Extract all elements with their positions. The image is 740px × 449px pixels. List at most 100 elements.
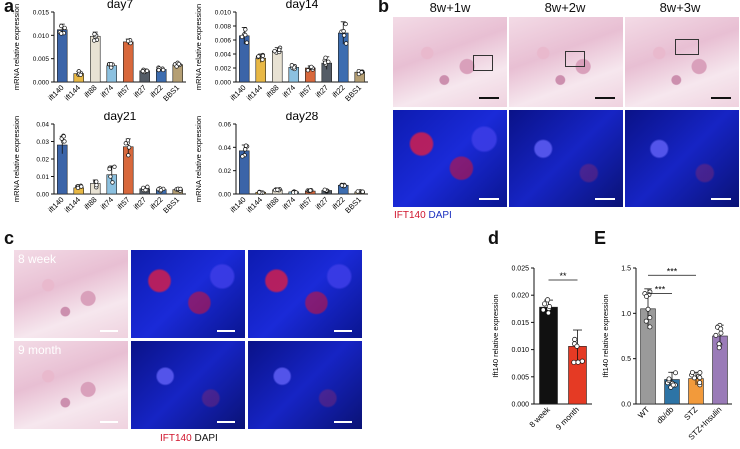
x-tick-label: WT — [636, 405, 651, 420]
x-tick-label: ift74 — [281, 195, 297, 211]
x-tick-label: ift140 — [46, 195, 65, 214]
data-point — [572, 336, 578, 343]
x-tick-label: ift57 — [297, 83, 313, 99]
y-tick-label: 0.005 — [33, 56, 50, 63]
data-point — [360, 189, 365, 194]
data-point — [666, 376, 672, 382]
data-point — [579, 358, 585, 364]
bar-ift57 — [123, 41, 134, 83]
x-tick-label: ift140 — [46, 83, 65, 102]
data-point — [718, 326, 724, 332]
panel-b-legend-red: IFT140 — [394, 210, 426, 221]
y-axis-label: mRNA relative expression — [194, 116, 203, 202]
panel-label-b: b — [378, 0, 389, 16]
significance-label: *** — [667, 266, 678, 276]
data-point — [243, 143, 249, 148]
data-point — [670, 382, 676, 388]
panel-label-a: a — [4, 0, 15, 16]
y-tick-label: 0.015 — [33, 10, 50, 17]
data-point — [546, 304, 552, 310]
data-point — [59, 31, 64, 36]
y-axis-label: Ift140 relative expression — [491, 294, 500, 377]
data-point — [341, 29, 346, 34]
chart-d: Ift140 relative expression 0.000 0.005 0.01… — [491, 266, 592, 432]
x-tick-label: ift57 — [115, 83, 131, 99]
row-label-9month: 9 month — [18, 343, 62, 357]
data-point — [275, 187, 280, 192]
data-point — [125, 38, 131, 44]
y-tick-label: 0.025 — [511, 266, 529, 273]
data-point — [322, 187, 327, 192]
if-image-8w2w — [509, 110, 623, 207]
x-tick-label: BBS1 — [161, 83, 181, 103]
data-point — [178, 186, 183, 192]
x-tick-label: ift88 — [82, 83, 98, 99]
data-point — [123, 141, 128, 146]
y-axis-label: Ift140 relative expression — [601, 294, 610, 377]
y-axis-label: mRNA relative expression — [194, 4, 203, 90]
data-point — [145, 184, 150, 189]
panel-b-title-2: 8w+2w — [544, 0, 586, 15]
bar-ift88 — [272, 50, 283, 83]
data-point — [59, 23, 64, 29]
data-point — [61, 134, 66, 139]
x-tick-label: ift144 — [245, 83, 264, 102]
chart-day21: day21 mRNA relative expression 0.00 0.01 0.0… — [12, 112, 186, 215]
data-point — [108, 62, 114, 67]
chart-day28: day28 mRNA relative expression 0.00 0.02 0.0… — [194, 112, 368, 215]
y-tick-label: 0.0 — [621, 402, 631, 409]
data-point — [144, 68, 150, 73]
data-point — [326, 59, 331, 64]
data-point — [647, 324, 653, 330]
data-point — [62, 25, 67, 31]
panel-b-title-1: 8w+1w — [429, 0, 471, 15]
x-tick-label: ift74 — [99, 83, 115, 99]
y-tick-label: 0.002 — [215, 66, 232, 73]
x-tick-label: ift88 — [82, 195, 98, 211]
y-axis-label: mRNA relative expression — [12, 4, 21, 90]
data-point — [277, 47, 282, 52]
y-tick-label: 0.010 — [511, 347, 529, 354]
y-tick-label: 0.008 — [215, 24, 232, 31]
x-tick-label: ift144 — [63, 83, 82, 102]
data-point — [260, 57, 265, 62]
x-tick-label: BBS1 — [343, 195, 363, 215]
data-point — [343, 41, 349, 46]
he-image-8w1w — [393, 17, 507, 107]
if-image-8w1w — [393, 110, 507, 207]
data-point — [643, 318, 649, 324]
y-tick-label: 0.02 — [36, 157, 49, 164]
chart-e: Ift140 relative expression 0.0 0.5 1.0 1.5 WT… — [601, 266, 732, 442]
significance-label: ** — [559, 271, 567, 281]
x-tick-label: ift88 — [264, 83, 280, 99]
row-label-8week: 8 week — [18, 252, 57, 266]
y-tick-label: 0.020 — [511, 293, 529, 300]
data-point — [574, 343, 580, 349]
y-tick-label: 0.04 — [218, 145, 231, 152]
data-point — [359, 70, 364, 75]
x-tick-label: db/db — [655, 405, 676, 426]
data-point — [156, 67, 161, 73]
data-point — [718, 330, 724, 336]
data-point — [78, 72, 83, 77]
panel-label-c: c — [4, 228, 15, 248]
data-point — [289, 63, 294, 68]
data-point — [697, 380, 703, 386]
x-tick-label: BBS1 — [161, 195, 181, 215]
chart-title: day28 — [286, 112, 319, 123]
data-point — [545, 310, 551, 316]
x-tick-label: ift27 — [132, 83, 148, 99]
y-tick-label: 0.000 — [215, 80, 232, 87]
data-point — [355, 189, 360, 194]
data-point — [108, 174, 113, 179]
data-point — [571, 359, 577, 365]
x-tick-label: ift57 — [297, 195, 313, 211]
data-point — [575, 359, 581, 365]
bar-ift88 — [90, 35, 101, 83]
data-point — [308, 188, 313, 193]
y-tick-label: 0.000 — [511, 402, 529, 409]
data-point — [272, 48, 277, 54]
y-tick-label: 0.015 — [511, 320, 529, 327]
if-image-8w3w — [625, 110, 739, 207]
data-point — [125, 138, 131, 143]
